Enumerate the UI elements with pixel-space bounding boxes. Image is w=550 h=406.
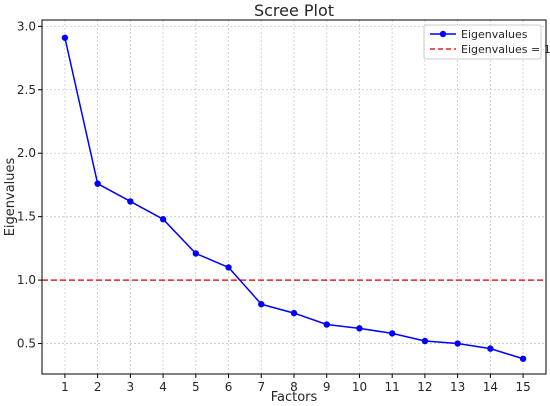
x-tick-label: 4 (159, 380, 167, 394)
x-tick-label: 11 (385, 380, 400, 394)
x-tick-label: 6 (225, 380, 233, 394)
x-tick-label: 8 (290, 380, 298, 394)
data-point (421, 337, 429, 345)
data-point (290, 309, 298, 317)
x-tick-label: 14 (483, 380, 498, 394)
data-point (258, 301, 265, 308)
data-point (388, 330, 396, 337)
data-point (225, 264, 232, 271)
y-axis-title: Eigenvalues (3, 157, 18, 236)
y-tick-label: 1.5 (17, 210, 36, 224)
data-point (94, 180, 101, 187)
x-tick-label: 3 (127, 380, 135, 394)
legend-marker-eigenvalues (439, 30, 447, 38)
data-point (159, 216, 167, 223)
data-point (192, 250, 200, 257)
data-point (127, 198, 134, 205)
y-tick-label: 3.0 (17, 19, 36, 33)
x-tick-label: 5 (192, 380, 200, 394)
data-point (487, 345, 494, 352)
legend-label-eigenvalues: Eigenvalues (461, 28, 528, 41)
chart-title: Scree Plot (254, 1, 334, 20)
y-tick-label: 0.5 (17, 337, 36, 351)
x-axis-title: Factors (271, 390, 318, 405)
series-layer (61, 34, 527, 362)
x-axis-ticks: 1 2 3 4 5 6 7 8 9 10 11 12 13 14 15 (61, 374, 531, 394)
x-tick-label: 12 (417, 380, 432, 394)
data-point (519, 355, 527, 362)
y-tick-label: 2.0 (17, 146, 36, 160)
y-tick-label: 1.0 (17, 273, 36, 287)
x-tick-label: 1 (61, 380, 69, 394)
x-tick-label: 9 (323, 380, 331, 394)
x-tick-label: 15 (515, 380, 530, 394)
data-point (454, 340, 461, 347)
data-point (356, 325, 363, 332)
legend-label-reference-line: Eigenvalues = 1 (461, 43, 550, 56)
x-tick-label: 2 (94, 380, 102, 394)
y-tick-label: 2.5 (17, 83, 36, 97)
x-tick-label: 10 (352, 380, 367, 394)
data-point (323, 321, 330, 328)
x-tick-label: 7 (257, 380, 265, 394)
x-tick-label: 13 (450, 380, 465, 394)
data-point (61, 34, 69, 41)
y-axis-ticks: 0.5 1.0 1.5 2.0 2.5 3.0 (17, 19, 42, 351)
legend: Eigenvalues Eigenvalues = 1 (423, 24, 550, 60)
